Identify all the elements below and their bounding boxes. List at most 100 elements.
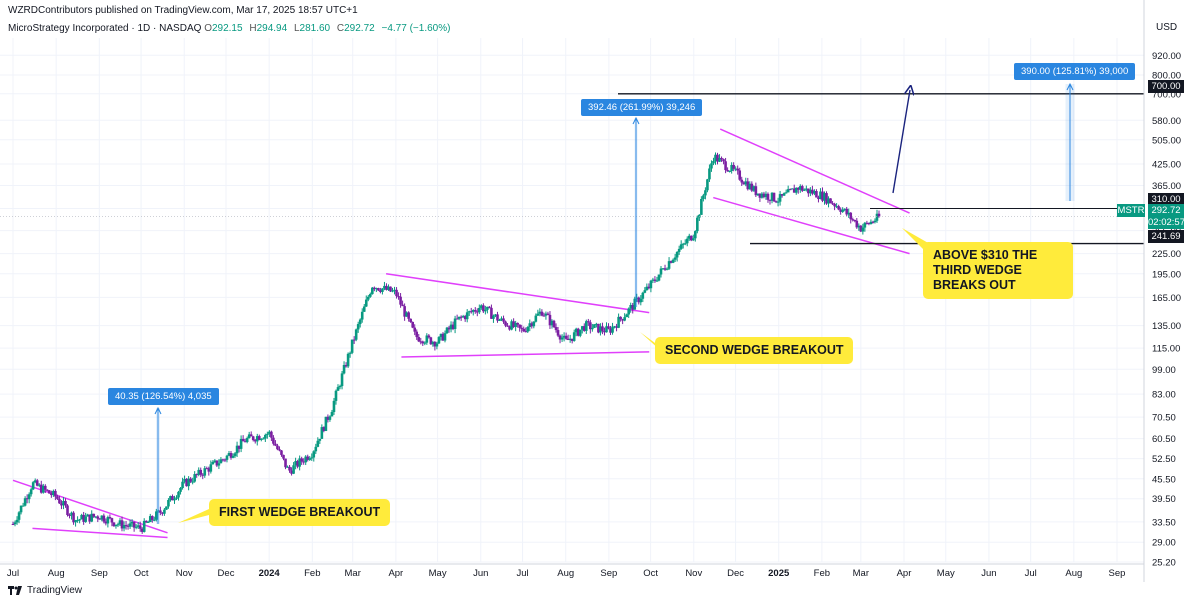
candle-body bbox=[546, 313, 550, 315]
candle-body bbox=[346, 353, 350, 367]
candle-body bbox=[369, 294, 372, 297]
candle-body bbox=[21, 505, 25, 507]
candle-body bbox=[128, 523, 132, 527]
candle-body bbox=[873, 220, 877, 223]
candle-body bbox=[377, 288, 380, 291]
candle-body bbox=[383, 285, 386, 289]
candle-body bbox=[839, 209, 842, 212]
candle-body bbox=[245, 438, 249, 443]
y-tick-label: 45.50 bbox=[1152, 474, 1176, 485]
candle-body bbox=[80, 514, 83, 520]
candle-body bbox=[221, 459, 225, 461]
candle-body bbox=[395, 289, 398, 297]
footer-brand: TradingView bbox=[27, 585, 83, 596]
candle-body bbox=[102, 515, 106, 522]
candle-body bbox=[564, 335, 568, 339]
candles bbox=[11, 152, 881, 534]
candle-body bbox=[219, 459, 223, 464]
candle-body bbox=[419, 341, 423, 343]
candle-body bbox=[175, 497, 178, 499]
candle-body bbox=[330, 412, 334, 417]
candle-body bbox=[774, 201, 778, 203]
candle-body bbox=[689, 235, 693, 241]
x-tick-label: Dec bbox=[727, 568, 744, 579]
candle-body bbox=[815, 191, 818, 198]
candle-body bbox=[492, 315, 495, 319]
candle-body bbox=[861, 227, 865, 232]
candle-body bbox=[328, 416, 332, 420]
x-tick-label: Apr bbox=[388, 568, 403, 579]
ticker-badge: MSTR bbox=[1117, 204, 1145, 217]
candle-body bbox=[800, 186, 804, 191]
candle-body bbox=[595, 323, 598, 325]
candle-body bbox=[633, 298, 637, 310]
candle-body bbox=[371, 287, 374, 295]
candle-body bbox=[146, 521, 150, 523]
candle-body bbox=[613, 326, 616, 328]
candle-body bbox=[732, 164, 735, 169]
candle-body bbox=[768, 199, 772, 201]
candle-body bbox=[607, 326, 610, 329]
candle-body bbox=[231, 455, 235, 458]
candle-body bbox=[532, 321, 536, 327]
candle-body bbox=[134, 526, 138, 528]
candle-body bbox=[869, 221, 873, 225]
candle-body bbox=[677, 248, 681, 252]
candle-body bbox=[857, 225, 861, 228]
candle-body bbox=[225, 455, 229, 460]
candle-body bbox=[562, 335, 566, 338]
candle-body bbox=[691, 238, 695, 241]
candle-body bbox=[78, 519, 81, 521]
measure-label-1: 40.35 (126.54%) 4,035 bbox=[108, 388, 219, 405]
open-value: 292.15 bbox=[211, 23, 243, 34]
candle-body bbox=[794, 187, 798, 193]
candle-body bbox=[437, 337, 441, 344]
wedge-3-lower-line bbox=[713, 196, 910, 255]
candle-body bbox=[740, 179, 744, 183]
candle-body bbox=[782, 193, 786, 196]
candle-body bbox=[27, 494, 31, 500]
candle-body bbox=[482, 305, 485, 312]
measure-bar-3-head bbox=[1066, 82, 1074, 91]
candle-body bbox=[389, 286, 392, 292]
wedge-2-upper-line bbox=[385, 273, 650, 314]
candle-body bbox=[54, 490, 57, 497]
candle-body bbox=[82, 514, 85, 522]
x-tick-label: Jul bbox=[7, 568, 19, 579]
candle-body bbox=[209, 464, 213, 472]
candle-body bbox=[506, 325, 509, 327]
x-tick-label: Aug bbox=[557, 568, 574, 579]
x-tick-label: Aug bbox=[1065, 568, 1082, 579]
wedge-2-lower-line bbox=[401, 351, 650, 358]
candle-body bbox=[514, 322, 517, 327]
candle-body bbox=[853, 219, 857, 221]
candle-body bbox=[197, 469, 201, 475]
candle-body bbox=[268, 431, 271, 434]
candle-body bbox=[217, 463, 221, 466]
candle-body bbox=[599, 326, 602, 333]
candle-body bbox=[663, 268, 667, 270]
candle-body bbox=[116, 524, 120, 526]
candle-body bbox=[441, 333, 445, 341]
candle-body bbox=[262, 438, 265, 440]
x-tick-label: 2024 bbox=[259, 568, 281, 579]
candle-body bbox=[718, 157, 721, 162]
countdown-label: 02:02:57 bbox=[1148, 216, 1185, 229]
x-tick-label: Jun bbox=[473, 568, 488, 579]
candle-body bbox=[645, 286, 649, 291]
candle-body bbox=[681, 243, 685, 245]
candle-body bbox=[453, 318, 457, 329]
candle-body bbox=[385, 285, 388, 290]
candle-body bbox=[110, 518, 114, 523]
x-tick-label: Dec bbox=[218, 568, 235, 579]
candle-body bbox=[669, 261, 673, 263]
candle-body bbox=[457, 316, 461, 319]
candle-body bbox=[132, 521, 136, 528]
candle-body bbox=[276, 445, 279, 450]
candle-body bbox=[530, 323, 534, 327]
candle-body bbox=[35, 480, 39, 486]
candle-body bbox=[429, 337, 433, 345]
candle-body bbox=[548, 314, 552, 326]
candle-body bbox=[752, 186, 756, 191]
